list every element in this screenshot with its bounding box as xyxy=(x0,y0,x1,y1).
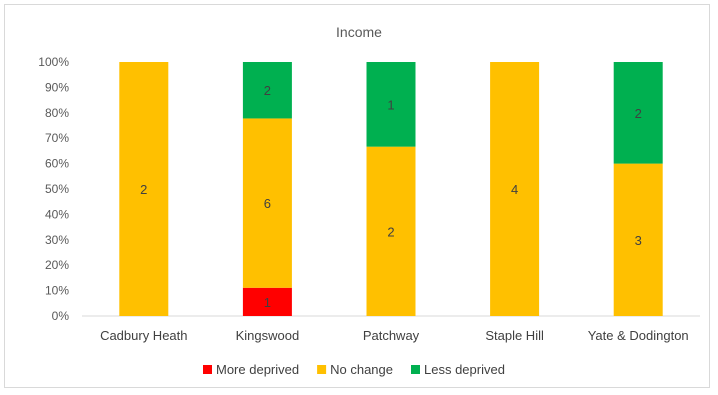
y-tick-label: 20% xyxy=(45,258,69,272)
y-tick-label: 0% xyxy=(52,309,70,323)
bar-segment xyxy=(366,62,416,147)
data-label: 2 xyxy=(387,224,394,239)
bar-segment xyxy=(119,62,169,316)
bar-segment xyxy=(490,62,540,316)
y-tick-label: 50% xyxy=(45,182,69,196)
y-tick-label: 60% xyxy=(45,157,69,171)
bar-segment xyxy=(366,146,416,316)
legend-label: Less deprived xyxy=(424,362,505,377)
data-label: 2 xyxy=(264,83,271,98)
data-label: 1 xyxy=(387,97,394,112)
y-tick-label: 30% xyxy=(45,233,69,247)
y-tick-label: 70% xyxy=(45,131,69,145)
x-tick-label: Patchway xyxy=(363,328,420,343)
data-label: 6 xyxy=(264,196,271,211)
data-label: 4 xyxy=(511,182,518,197)
legend-swatch xyxy=(317,365,327,374)
y-tick-label: 40% xyxy=(45,207,69,221)
bars: 2 1 6 2 2 1 4 3 2 xyxy=(119,62,663,316)
y-tick-label: 100% xyxy=(38,55,69,69)
y-tick-label: 10% xyxy=(45,284,69,298)
y-tick-label: 90% xyxy=(45,80,69,94)
data-label: 1 xyxy=(264,295,271,310)
legend-swatch xyxy=(411,365,420,374)
bar-segment xyxy=(613,62,663,164)
x-axis: Cadbury Heath Kingswood Patchway Staple Hil… xyxy=(100,328,689,343)
legend-swatch xyxy=(203,365,212,374)
x-tick-label: Kingswood xyxy=(236,328,300,343)
legend-label: More deprived xyxy=(216,362,299,377)
data-label: 3 xyxy=(635,233,642,248)
bar-segment xyxy=(613,163,663,316)
bar-segment xyxy=(242,118,292,288)
bar-segment xyxy=(242,287,292,316)
legend-label: No change xyxy=(330,362,393,377)
x-tick-label: Cadbury Heath xyxy=(100,328,187,343)
y-tick-label: 80% xyxy=(45,106,69,120)
data-label: 2 xyxy=(635,106,642,121)
chart-title: Income xyxy=(336,24,382,40)
x-tick-label: Staple Hill xyxy=(485,328,544,343)
x-tick-label: Yate & Dodington xyxy=(588,328,689,343)
legend: More deprived No change Less deprived xyxy=(203,362,505,377)
y-axis: 0% 10% 20% 30% 40% 50% 60% 70% 80% 90% 100% xyxy=(38,55,69,323)
bar-segment xyxy=(242,62,292,119)
data-label: 2 xyxy=(140,182,147,197)
